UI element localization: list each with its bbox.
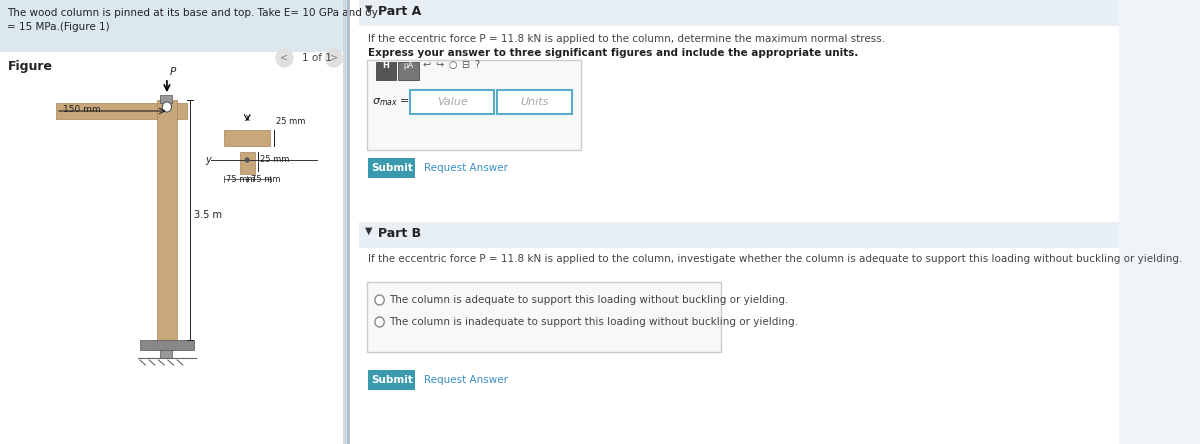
Bar <box>56 103 186 119</box>
Text: 75 mm: 75 mm <box>251 175 281 184</box>
Bar <box>497 90 571 114</box>
Circle shape <box>245 158 250 162</box>
Text: H: H <box>383 60 390 70</box>
Bar <box>140 340 194 350</box>
Bar <box>343 0 349 444</box>
Circle shape <box>374 295 384 305</box>
Text: y: y <box>205 155 211 165</box>
Bar <box>224 130 270 146</box>
Text: Express your answer to three significant figures and include the appropriate uni: Express your answer to three significant… <box>368 48 859 58</box>
Text: ▼: ▼ <box>365 226 372 236</box>
Bar <box>410 90 494 114</box>
Text: Request Answer: Request Answer <box>425 375 509 385</box>
Text: ?: ? <box>474 60 479 70</box>
Text: <: < <box>281 53 288 63</box>
Bar <box>368 370 415 390</box>
Text: ○: ○ <box>448 60 456 70</box>
Circle shape <box>276 49 293 67</box>
Text: ▼: ▼ <box>365 4 372 14</box>
Bar <box>359 248 1120 444</box>
Bar <box>359 0 1120 26</box>
Text: P: P <box>169 67 176 77</box>
Bar <box>0 0 343 52</box>
Circle shape <box>374 317 384 327</box>
Bar <box>368 158 415 178</box>
Text: ↪: ↪ <box>436 60 443 70</box>
Text: 75 mm: 75 mm <box>226 175 256 184</box>
Text: $\sigma_{max}$ =: $\sigma_{max}$ = <box>372 96 410 108</box>
Text: 1 of 1: 1 of 1 <box>302 53 332 63</box>
Text: Part B: Part B <box>378 227 421 240</box>
Text: Units: Units <box>520 97 548 107</box>
Text: 25 mm: 25 mm <box>260 155 289 164</box>
Text: If the eccentric force P = 11.8 kN is applied to the column, investigate whether: If the eccentric force P = 11.8 kN is ap… <box>368 254 1183 264</box>
Bar <box>157 100 178 350</box>
Bar <box>0 0 343 444</box>
Text: Submit: Submit <box>371 375 413 385</box>
Bar <box>349 0 1120 444</box>
Bar <box>376 62 396 80</box>
Text: μA: μA <box>403 60 414 70</box>
Text: Value: Value <box>437 97 468 107</box>
Text: Figure: Figure <box>7 60 53 73</box>
Bar <box>359 222 1120 248</box>
Circle shape <box>325 49 342 67</box>
Bar <box>366 60 581 150</box>
Text: 3.5 m: 3.5 m <box>194 210 222 220</box>
Text: If the eccentric force P = 11.8 kN is applied to the column, determine the maxim: If the eccentric force P = 11.8 kN is ap… <box>368 34 886 44</box>
Text: Submit: Submit <box>371 163 413 173</box>
Text: Request Answer: Request Answer <box>425 163 509 173</box>
Bar <box>366 282 721 352</box>
Text: x: x <box>245 113 250 123</box>
Text: ↩: ↩ <box>422 60 431 70</box>
Circle shape <box>162 102 172 112</box>
Bar <box>240 152 254 174</box>
Text: ⊟: ⊟ <box>461 60 469 70</box>
Text: 150 mm: 150 mm <box>64 105 101 114</box>
Text: Part A: Part A <box>378 5 421 18</box>
Text: >: > <box>330 53 338 63</box>
Bar <box>398 62 419 80</box>
Text: The column is adequate to support this loading without buckling or yielding.: The column is adequate to support this l… <box>389 295 788 305</box>
Bar <box>359 26 1120 224</box>
Text: The column is inadequate to support this loading without buckling or yielding.: The column is inadequate to support this… <box>389 317 798 327</box>
Bar <box>161 95 172 103</box>
Text: 25 mm: 25 mm <box>276 118 306 127</box>
Text: The wood column is pinned at its base and top. Take E= 10 GPa and σy
= 15 MPa.(F: The wood column is pinned at its base an… <box>7 8 378 32</box>
Bar <box>161 350 172 358</box>
